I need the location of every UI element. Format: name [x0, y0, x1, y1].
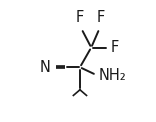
- Text: F: F: [97, 10, 105, 25]
- Text: F: F: [111, 40, 119, 55]
- Text: NH₂: NH₂: [99, 68, 127, 83]
- Text: N: N: [40, 60, 51, 75]
- Text: F: F: [76, 10, 84, 25]
